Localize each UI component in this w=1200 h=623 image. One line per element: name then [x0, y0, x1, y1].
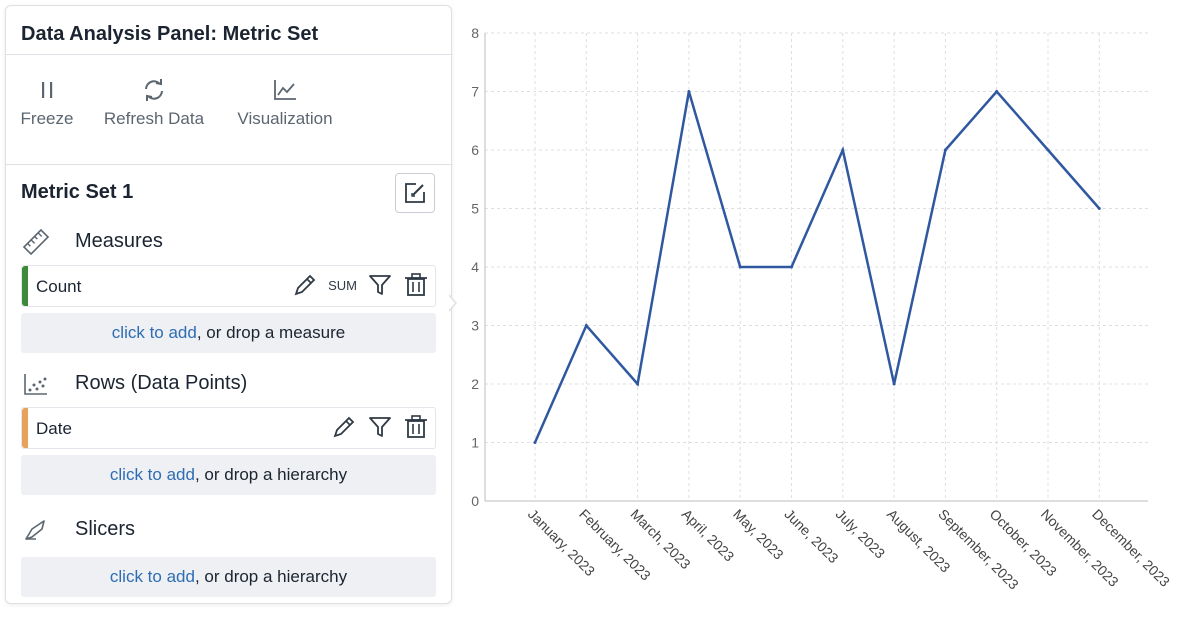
rows-drop-zone[interactable]: click to add, or drop a hierarchy	[21, 455, 436, 495]
rows-drop-hint: , or drop a hierarchy	[194, 465, 348, 484]
data-point[interactable]	[841, 148, 845, 152]
filter-icon[interactable]	[367, 414, 393, 440]
trash-icon[interactable]	[403, 272, 429, 298]
measures-section-header: Measures	[6, 221, 451, 265]
chart-series	[533, 89, 1101, 444]
metric-set-header: Metric Set 1	[6, 165, 451, 221]
visualization-label: Visualization	[237, 109, 333, 128]
y-tick-label: 7	[471, 84, 479, 100]
refresh-icon	[145, 79, 163, 101]
x-tick-label: May, 2023	[730, 506, 787, 563]
measure-field-actions: SUM	[292, 272, 429, 298]
y-tick-label: 6	[471, 142, 479, 158]
rows-click-to-add-link[interactable]: click to add	[109, 465, 195, 484]
measure-field-count[interactable]: Count SUM	[21, 265, 436, 307]
row-field-name: Date	[36, 419, 72, 438]
data-point[interactable]	[790, 265, 793, 269]
freeze-button[interactable]: Freeze	[19, 77, 75, 129]
refresh-data-label: Refresh Data	[103, 109, 205, 128]
pause-icon	[42, 82, 53, 98]
measure-color-bar	[22, 266, 28, 306]
chart-grid	[485, 32, 1148, 501]
rows-section-header: Rows (Data Points)	[6, 363, 451, 407]
measures-label: Measures	[75, 230, 163, 252]
edit-metric-set-button[interactable]	[395, 173, 435, 213]
y-tick-label: 3	[471, 318, 479, 334]
data-analysis-panel: Data Analysis Panel: Metric Set Freeze R…	[5, 5, 452, 604]
data-point[interactable]	[738, 265, 742, 269]
panel-title: Data Analysis Panel: Metric Set	[6, 6, 451, 55]
data-point[interactable]	[687, 90, 691, 93]
measure-field-name: Count	[36, 277, 82, 296]
edit-square-icon	[405, 183, 425, 203]
slicers-click-to-add-link[interactable]: click to add	[109, 567, 195, 586]
slicers-label: Slicers	[75, 518, 136, 540]
slicers-section-header: Slicers	[6, 509, 451, 553]
row-field-actions	[331, 414, 429, 440]
pencil-icon[interactable]	[292, 272, 318, 298]
y-tick-label: 5	[471, 201, 479, 217]
slicers-drop-hint: , or drop a hierarchy	[194, 567, 348, 586]
y-tick-label: 1	[471, 435, 479, 451]
trash-icon[interactable]	[403, 414, 429, 440]
measures-click-to-add-link[interactable]: click to add	[111, 323, 197, 342]
row-color-bar	[22, 408, 28, 448]
visualization-button[interactable]: Visualization	[231, 77, 339, 129]
y-tick-label: 2	[471, 376, 479, 392]
x-tick-label: June, 2023	[781, 506, 841, 566]
freeze-label: Freeze	[20, 109, 74, 128]
slicer-knife-icon	[25, 520, 45, 540]
row-field-date[interactable]: Date	[21, 407, 436, 449]
y-tick-label: 8	[471, 25, 479, 41]
measures-drop-hint: , or drop a measure	[196, 323, 346, 342]
data-point[interactable]	[533, 441, 537, 444]
data-point[interactable]	[636, 382, 640, 386]
metric-set-title: Metric Set 1	[21, 181, 134, 203]
ruler-icon	[22, 229, 50, 255]
y-axis-tick-labels: 0 1 2 3 4 5 6 7 8	[471, 25, 479, 509]
refresh-data-button[interactable]: Refresh Data	[98, 77, 210, 129]
filter-icon[interactable]	[367, 272, 393, 298]
measures-drop-zone[interactable]: click to add, or drop a measure	[21, 313, 436, 353]
line-chart-icon	[274, 80, 296, 100]
chart-axes	[484, 33, 1148, 502]
rows-label: Rows (Data Points)	[75, 372, 248, 394]
panel-toolbar: Freeze Refresh Data Visualization	[6, 55, 451, 165]
pencil-icon[interactable]	[331, 414, 357, 440]
scatter-plot-icon	[24, 374, 47, 395]
data-point[interactable]	[943, 148, 947, 152]
aggregation-button[interactable]: SUM	[328, 277, 357, 293]
data-point[interactable]	[995, 90, 999, 93]
count-series-line[interactable]	[533, 89, 1101, 444]
data-point[interactable]	[1046, 148, 1050, 152]
data-point[interactable]	[584, 324, 588, 327]
panel-pointer-arrow	[448, 294, 457, 312]
data-point[interactable]	[1097, 207, 1101, 210]
data-point[interactable]	[892, 382, 896, 386]
y-tick-label: 0	[471, 493, 479, 509]
slicers-drop-zone[interactable]: click to add, or drop a hierarchy	[21, 557, 436, 597]
y-tick-label: 4	[471, 259, 479, 275]
